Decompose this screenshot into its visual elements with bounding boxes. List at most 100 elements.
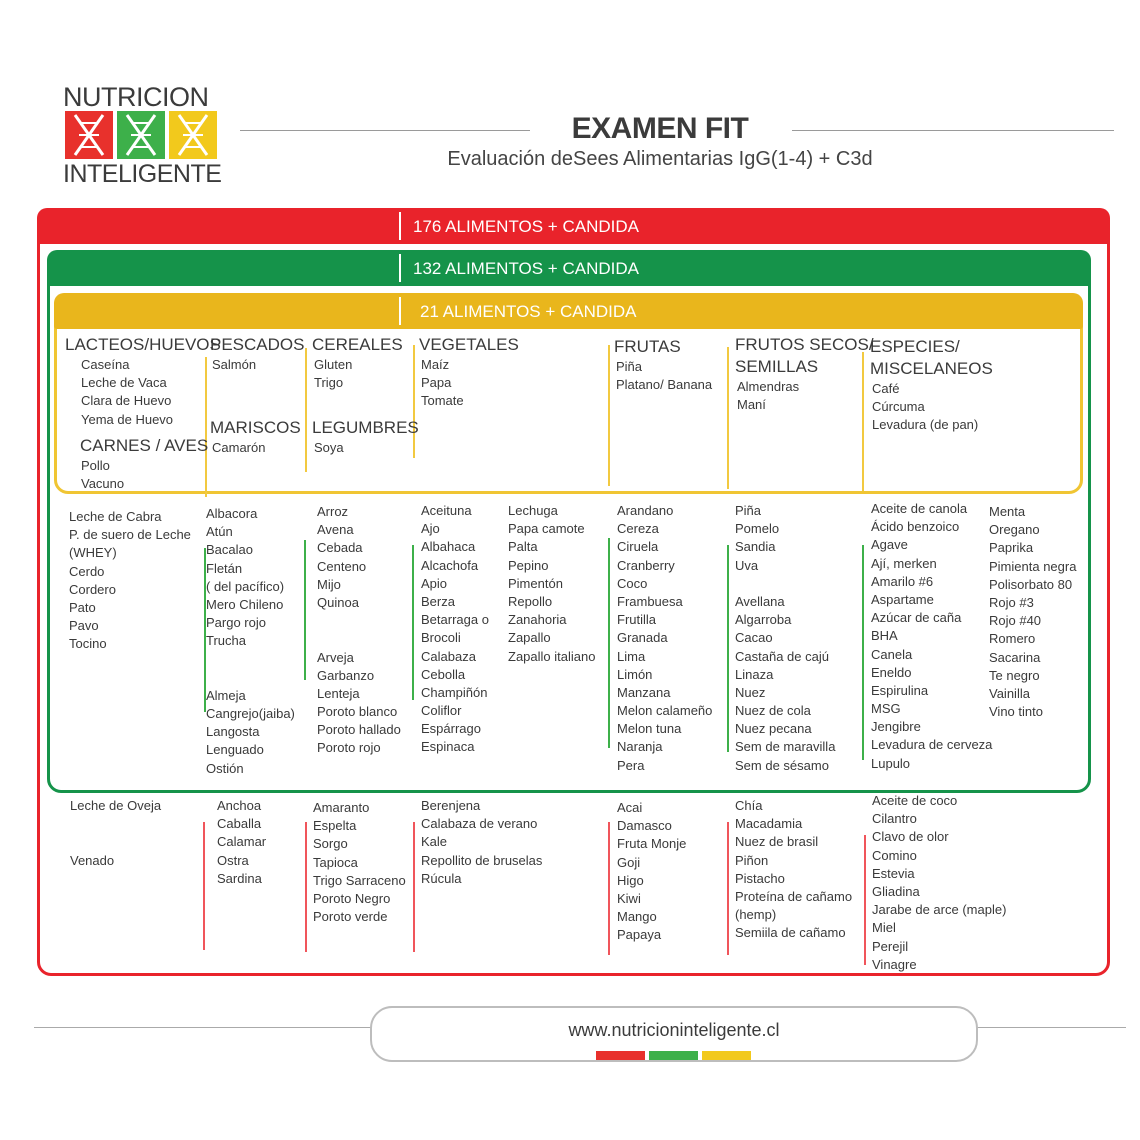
column-divider [608, 345, 610, 486]
food-item: Leche de Cabra [69, 509, 162, 524]
food-item: Uva [735, 557, 759, 573]
food-item: Vainilla [989, 685, 1030, 701]
food-item: Cebada [317, 540, 363, 556]
food-item: Kale [421, 834, 448, 850]
section-green-header: 132 ALIMENTOS + CANDIDA [47, 250, 1091, 286]
food-item: Gluten [314, 357, 353, 372]
food-column: Chía Macadamia Nuez de brasil Piñon Pistacho… [735, 797, 852, 943]
food-item: Espinaca [421, 739, 475, 755]
dna-helix-icon [117, 111, 165, 159]
food-column: Aceituna Ajo Albahaca Alcachofa Apio Berza Bet… [421, 502, 489, 757]
food-column: VEGETALES Maíz Papa Tomate [419, 334, 519, 411]
food-item: Clara de Huevo [81, 393, 172, 409]
food-item: Lupulo [871, 755, 911, 771]
food-item: Aceite de canola [871, 501, 968, 516]
food-item: Betarraga o [421, 612, 489, 628]
food-item: Repollo [508, 593, 553, 609]
footer-color-bar-red [596, 1051, 645, 1060]
food-item: Mero Chileno [206, 596, 284, 612]
food-item: Miel [872, 920, 896, 936]
food-item: Estevia [872, 865, 915, 881]
food-item: Pargo rojo [206, 615, 266, 631]
food-column: Berenjena Calabaza de verano Kale Repollito… [421, 797, 542, 888]
food-item: Cranberry [617, 557, 675, 573]
food-item: Clavo de olor [872, 829, 949, 845]
column-divider [203, 822, 205, 950]
food-column: Arroz Avena Cebada Centeno Mijo Quinoa Arveja G… [317, 503, 401, 758]
food-column: Menta Oregano Paprika Pimienta negra Polisor… [989, 503, 1076, 721]
page-title: EXAMEN FIT [571, 112, 749, 145]
column-divider [727, 347, 729, 489]
food-item: Ciruela [617, 539, 659, 555]
food-item: Arveja [317, 649, 354, 665]
food-item: Atún [206, 524, 233, 540]
food-item-spacer [206, 651, 295, 669]
food-item: Berenjena [421, 798, 481, 813]
food-item: Semiila de cañamo [735, 925, 846, 941]
food-item: MSG [871, 701, 901, 717]
food-item: Zapallo italiano [508, 648, 596, 664]
section-yellow-header: 21 ALIMENTOS + CANDIDA [54, 293, 1083, 329]
food-item: Tomate [421, 393, 464, 409]
header-divider [399, 254, 401, 282]
food-item: Ostión [206, 760, 244, 776]
food-item: Granada [617, 630, 668, 646]
category-heading: CEREALES [312, 335, 403, 354]
food-item: Albahaca [421, 539, 476, 555]
category-heading: FRUTAS [614, 337, 681, 356]
section-green-title: 132 ALIMENTOS + CANDIDA [413, 259, 639, 278]
food-item: Avena [317, 522, 354, 538]
food-item: Venado [70, 852, 115, 868]
food-item: Espelta [313, 818, 357, 834]
food-item: Jengibre [871, 719, 921, 735]
food-item: Eneldo [871, 664, 912, 680]
title-rule-right [792, 130, 1114, 131]
food-item: Soya [314, 439, 344, 455]
food-item: Vacuno [81, 475, 125, 491]
food-item: Sem de sésamo [735, 757, 829, 773]
food-item: Proteína de cañamo [735, 888, 853, 904]
column-divider [862, 352, 864, 491]
food-item: Espirulina [871, 682, 929, 698]
food-column: Anchoa Caballa Calamar Ostra Sardina [217, 797, 266, 888]
food-item: Cangrejo(jaiba) [206, 706, 295, 722]
food-item: Te negro [989, 667, 1040, 683]
food-item: Aceite de coco [872, 793, 958, 808]
food-column: Acai Damasco Fruta Monje Goji Higo Kiwi Mango P… [617, 799, 686, 945]
food-item: Quinoa [317, 594, 359, 610]
food-item: Rojo #3 [989, 594, 1034, 610]
food-item: Cordero [69, 581, 116, 597]
logo-text-top: NUTRICION [63, 82, 209, 112]
food-column: Aceite de coco Cilantro Clavo de olor Comin… [872, 792, 1006, 974]
food-item: Lechuga [508, 503, 558, 518]
food-item: Oregano [989, 522, 1040, 538]
food-item: Trigo [314, 375, 344, 391]
food-item: Sorgo [313, 836, 348, 852]
food-item: Mijo [317, 576, 341, 592]
food-item: Almendras [737, 379, 800, 394]
food-item: Salmón [212, 357, 257, 372]
food-item-spacer [210, 392, 304, 410]
food-item: Piñon [735, 852, 769, 868]
food-item: Camarón [212, 439, 266, 455]
food-item: Vino tinto [989, 704, 1043, 720]
food-item: Agave [871, 537, 908, 553]
food-item: Sardina [217, 870, 262, 886]
section-red-title: 176 ALIMENTOS + CANDIDA [413, 217, 639, 236]
website-link[interactable]: www.nutricioninteligente.cl [568, 1020, 780, 1040]
food-item: Paprika [989, 540, 1034, 556]
food-item: Ají, merken [871, 555, 937, 571]
food-item: Kiwi [617, 890, 641, 906]
column-divider [305, 348, 307, 472]
food-item: Macadamia [735, 816, 803, 832]
food-item: Platano/ Banana [616, 377, 713, 393]
food-item: Frambuesa [617, 593, 683, 609]
food-item-spacer [317, 630, 401, 648]
food-item: (hemp) [735, 907, 777, 923]
food-item: Espárrago [421, 721, 481, 737]
dna-helix-icon [169, 111, 217, 159]
food-item: Poroto blanco [317, 704, 398, 720]
food-item: Poroto rojo [317, 740, 381, 756]
food-item: Frutilla [617, 612, 657, 628]
food-item: Pomelo [735, 521, 780, 537]
